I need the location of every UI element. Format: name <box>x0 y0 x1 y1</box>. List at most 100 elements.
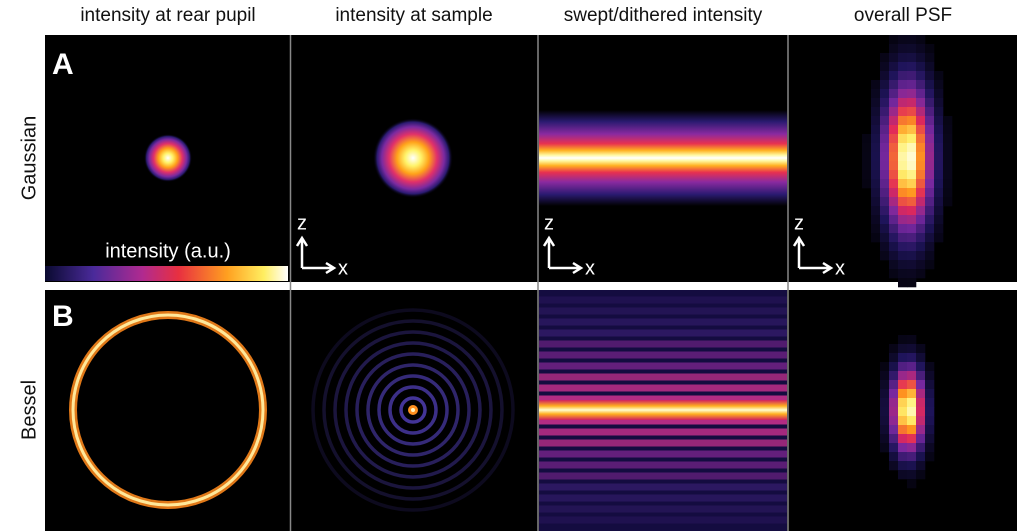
psf-pixel <box>925 53 934 62</box>
psf-pixel <box>907 452 916 461</box>
psf-pixel <box>871 233 880 242</box>
psf-pixel <box>898 152 907 161</box>
psf-pixel <box>925 215 934 224</box>
psf-pixel <box>916 98 925 107</box>
psf-pixel <box>925 116 934 125</box>
psf-pixel <box>898 71 907 80</box>
psf-pixel <box>925 242 934 251</box>
psf-pixel <box>898 380 907 389</box>
psf-pixel <box>889 62 898 71</box>
stripe <box>539 506 787 513</box>
psf-pixel <box>898 98 907 107</box>
axis-label-z: z <box>297 212 307 234</box>
psf-pixel <box>880 362 889 371</box>
psf-pixel <box>916 206 925 215</box>
psf-pixel <box>907 344 916 353</box>
stripe <box>539 517 787 524</box>
psf-pixel <box>889 125 898 134</box>
psf-pixel <box>898 242 907 251</box>
psf-pixel <box>916 89 925 98</box>
axis-label-z: z <box>544 212 554 234</box>
psf-pixel <box>880 251 889 260</box>
psf-pixel <box>925 107 934 116</box>
psf-pixel <box>943 170 952 179</box>
psf-pixel <box>943 143 952 152</box>
psf-pixel <box>889 224 898 233</box>
stripe <box>539 473 787 480</box>
psf-pixel <box>889 371 898 380</box>
psf-pixel <box>934 152 943 161</box>
psf-pixel <box>880 434 889 443</box>
psf-pixel <box>871 197 880 206</box>
psf-pixel <box>943 179 952 188</box>
bessel-center-core <box>411 408 415 412</box>
psf-pixel <box>907 170 916 179</box>
psf-pixel <box>880 71 889 80</box>
psf-pixel <box>871 224 880 233</box>
psf-pixel <box>907 62 916 71</box>
psf-pixel <box>898 335 907 344</box>
psf-pixel <box>880 425 889 434</box>
psf-pixel <box>880 371 889 380</box>
psf-pixel <box>916 35 925 44</box>
psf-pixel <box>889 98 898 107</box>
psf-pixel <box>916 371 925 380</box>
psf-pixel <box>871 134 880 143</box>
psf-pixel <box>916 179 925 188</box>
psf-pixel <box>934 107 943 116</box>
psf-pixel <box>898 461 907 470</box>
psf-pixel <box>898 134 907 143</box>
psf-pixel <box>898 35 907 44</box>
psf-pixel <box>907 335 916 344</box>
bessel-swept-core <box>539 400 787 420</box>
psf-pixel <box>943 116 952 125</box>
psf-pixel <box>907 242 916 251</box>
psf-pixel <box>871 98 880 107</box>
psf-pixel <box>925 362 934 371</box>
psf-pixel <box>889 251 898 260</box>
psf-pixel <box>907 125 916 134</box>
psf-pixel <box>907 416 916 425</box>
psf-pixel <box>871 161 880 170</box>
psf-pixel <box>898 371 907 380</box>
psf-pixel <box>871 89 880 98</box>
psf-pixel <box>916 188 925 197</box>
psf-pixel <box>907 215 916 224</box>
row-label: Gaussian <box>18 116 40 201</box>
panel-letter: B <box>52 300 74 333</box>
psf-pixel <box>916 260 925 269</box>
psf-pixel <box>925 134 934 143</box>
psf-pixel <box>916 161 925 170</box>
psf-pixel <box>916 125 925 134</box>
psf-pixel <box>916 389 925 398</box>
psf-pixel <box>898 416 907 425</box>
psf-pixel <box>916 434 925 443</box>
psf-pixel <box>943 188 952 197</box>
psf-pixel <box>934 197 943 206</box>
psf-pixel <box>889 188 898 197</box>
psf-pixel <box>898 107 907 116</box>
psf-pixel <box>916 425 925 434</box>
psf-pixel <box>943 152 952 161</box>
psf-pixel <box>907 53 916 62</box>
psf-pixel <box>880 233 889 242</box>
stripe <box>539 385 787 392</box>
psf-pixel <box>889 242 898 251</box>
psf-pixel <box>898 251 907 260</box>
psf-pixel <box>916 344 925 353</box>
psf-pixel <box>880 242 889 251</box>
psf-pixel <box>916 71 925 80</box>
psf-pixel <box>889 161 898 170</box>
psf-pixel <box>934 161 943 170</box>
psf-pixel <box>907 479 916 488</box>
psf-pixel <box>880 134 889 143</box>
psf-pixel <box>907 179 916 188</box>
axis-label-z: z <box>794 212 804 234</box>
psf-pixel <box>871 107 880 116</box>
psf-pixel <box>916 143 925 152</box>
psf-pixel <box>898 233 907 242</box>
psf-pixel <box>880 215 889 224</box>
psf-pixel <box>907 152 916 161</box>
psf-pixel <box>907 188 916 197</box>
psf-pixel <box>898 278 907 287</box>
